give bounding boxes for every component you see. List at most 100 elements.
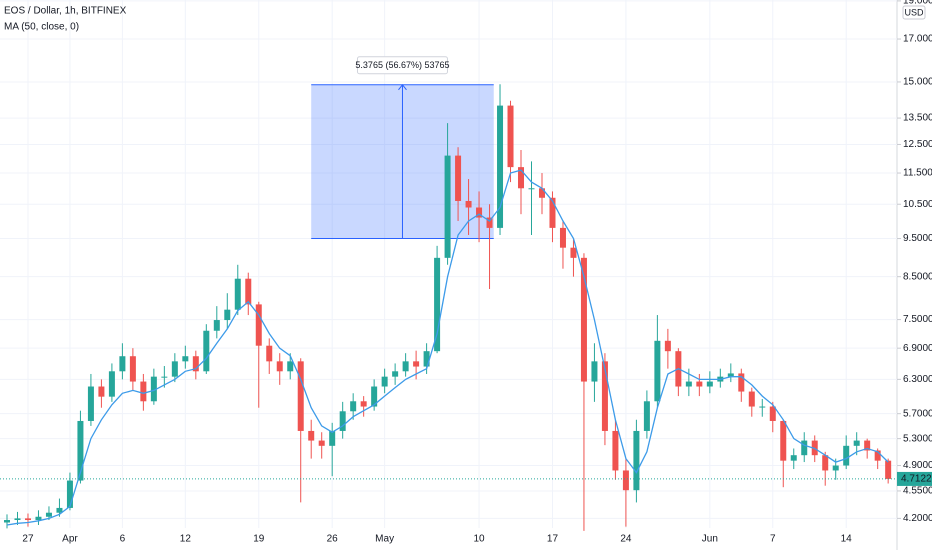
candle-body bbox=[738, 373, 745, 392]
y-tick-label: 17.0000 bbox=[903, 34, 932, 45]
candle-body bbox=[98, 386, 105, 397]
y-tick-label: 8.5000 bbox=[903, 271, 932, 282]
candle-body bbox=[622, 470, 629, 491]
x-tick-label: 19 bbox=[253, 534, 265, 545]
candle-body bbox=[434, 257, 441, 352]
candle-body bbox=[822, 455, 829, 471]
candle-body bbox=[874, 450, 881, 461]
candle-body bbox=[24, 518, 31, 521]
candle-body bbox=[234, 278, 241, 310]
candle-body bbox=[381, 376, 388, 387]
measure-label: 5.3765 (56.67%) 53765 bbox=[355, 60, 449, 70]
candle-body bbox=[161, 376, 168, 378]
candle-body bbox=[224, 309, 231, 321]
x-tick-label: 14 bbox=[841, 534, 853, 545]
candle-body bbox=[14, 518, 21, 521]
candle-body bbox=[371, 386, 378, 407]
chart-title: EOS / Dollar, 1h, BITFINEX bbox=[4, 6, 127, 17]
ma-legend: MA (50, close, 0) bbox=[4, 22, 79, 33]
candle-body bbox=[150, 376, 157, 402]
candle-body bbox=[56, 507, 63, 513]
x-tick-label: 26 bbox=[327, 534, 339, 545]
y-tick-label: 15.0000 bbox=[903, 77, 932, 88]
x-tick-label: Jun bbox=[702, 534, 718, 545]
candle-body bbox=[255, 304, 262, 346]
x-tick-label: May bbox=[375, 534, 394, 545]
candle-body bbox=[780, 420, 787, 461]
y-tick-label: 4.2000 bbox=[903, 513, 932, 524]
candle-body bbox=[580, 257, 587, 382]
candle-body bbox=[706, 381, 713, 387]
candle-body bbox=[685, 381, 692, 387]
x-tick-label: 12 bbox=[180, 534, 192, 545]
x-tick-label: 27 bbox=[22, 534, 34, 545]
candle-body bbox=[308, 430, 315, 441]
candle-body bbox=[213, 320, 220, 331]
candle-body bbox=[696, 381, 703, 387]
measure-label-box bbox=[356, 56, 448, 75]
candle-body bbox=[87, 386, 94, 421]
candle-body bbox=[192, 356, 199, 372]
candle-body bbox=[601, 361, 608, 431]
candle-body bbox=[538, 188, 545, 198]
candle-body bbox=[853, 440, 860, 446]
candle-body bbox=[423, 351, 430, 367]
candle-body bbox=[318, 440, 325, 446]
x-tick-label: 10 bbox=[473, 534, 485, 545]
candle-body bbox=[77, 420, 84, 481]
candle-body bbox=[486, 217, 493, 228]
candle-body bbox=[455, 155, 462, 201]
candle-body bbox=[559, 227, 566, 248]
candle-body bbox=[444, 155, 451, 258]
candle-body bbox=[4, 520, 10, 523]
x-tick-label: 17 bbox=[547, 534, 559, 545]
candle-body bbox=[266, 345, 273, 362]
candle-body bbox=[360, 401, 367, 407]
candle-body bbox=[287, 361, 294, 372]
y-tick-label: 11.5000 bbox=[903, 168, 932, 179]
x-tick-label: Apr bbox=[62, 534, 78, 545]
y-tick-label: 4.5500 bbox=[903, 486, 932, 497]
y-tick-label: 5.7000 bbox=[903, 408, 932, 419]
y-tick-label: 10.5000 bbox=[903, 199, 932, 210]
candle-body bbox=[140, 381, 147, 402]
candle-body bbox=[549, 197, 556, 228]
candle-body bbox=[350, 401, 357, 412]
candle-body bbox=[108, 371, 115, 397]
currency-box[interactable] bbox=[902, 5, 926, 20]
y-tick-label: 5.3000 bbox=[903, 433, 932, 444]
y-tick-label: 9.5000 bbox=[903, 233, 932, 244]
candle-body bbox=[276, 361, 283, 372]
candle-body bbox=[245, 278, 252, 305]
y-tick-label: 7.5000 bbox=[903, 314, 932, 325]
candle-body bbox=[507, 105, 514, 168]
candle-body bbox=[643, 401, 650, 431]
candle-body bbox=[171, 361, 178, 377]
currency[interactable]: USD bbox=[904, 7, 924, 17]
candle-body bbox=[203, 330, 210, 372]
candle-body bbox=[759, 406, 766, 408]
candle-body bbox=[465, 200, 472, 208]
candle-body bbox=[832, 465, 839, 471]
y-tick-label: 6.9000 bbox=[903, 343, 932, 354]
candle-body bbox=[664, 340, 671, 352]
candle-body bbox=[497, 105, 504, 228]
x-tick-label: 6 bbox=[120, 534, 126, 545]
candle-body bbox=[45, 512, 52, 517]
candle-body bbox=[413, 361, 420, 367]
measure-arrowhead bbox=[398, 83, 407, 91]
candle-body bbox=[769, 406, 776, 421]
last-price-box bbox=[897, 471, 932, 486]
candle-body bbox=[297, 361, 304, 431]
axis: 4.2000 4.5500 4.9000 5.3000 5.7000 6.3000 6.90… bbox=[22, 0, 932, 545]
candle-body bbox=[570, 247, 577, 258]
candle-body bbox=[801, 440, 808, 456]
candle-body bbox=[885, 460, 892, 479]
y-tick-label: 4.9000 bbox=[903, 460, 932, 471]
y-tick-label: 19.0000 bbox=[903, 0, 932, 7]
candle-body bbox=[748, 391, 755, 407]
candle-body bbox=[402, 361, 409, 372]
candle-body bbox=[182, 356, 189, 362]
